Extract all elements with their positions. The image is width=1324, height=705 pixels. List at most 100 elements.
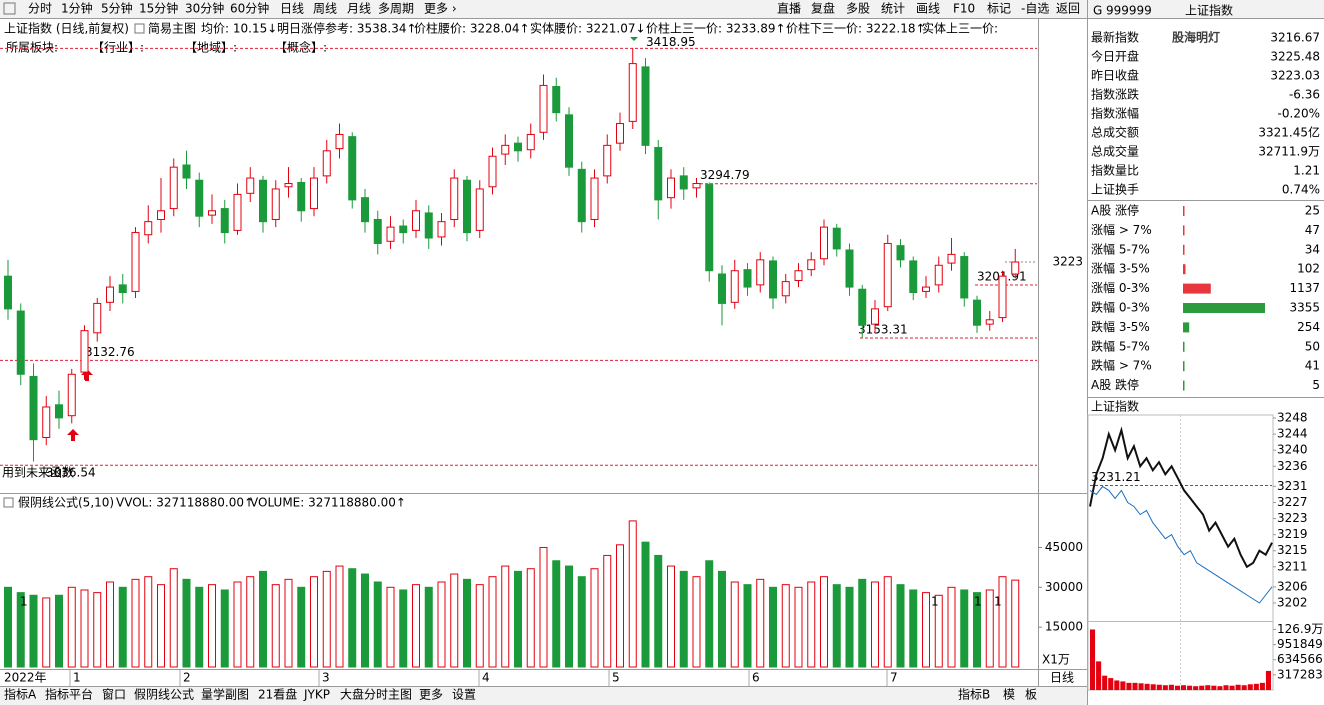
tabbar-bg [0,686,1087,705]
info-item: 明日涨停参考: 3538.34↑ [277,21,417,36]
mini-volume-bar [1174,685,1180,690]
mini-volume-bar [1156,684,1162,690]
breadth-bar [1183,361,1185,372]
breadth-label: 跌幅 5-7% [1091,338,1150,353]
volume-bar [55,594,63,668]
tool-button[interactable]: 直播 [777,2,801,16]
candle-body [590,177,599,220]
volume-icon[interactable] [3,497,14,508]
breadth-count: 254 [1297,320,1320,334]
level-label: 3418.95 [646,35,696,49]
candle-body [845,249,854,288]
period-tab[interactable]: 60分钟 [230,1,269,16]
bottom-tab[interactable]: 窗口 [102,688,126,702]
bottom-tab[interactable]: JYKP [303,688,330,702]
mini-volume-bar [1223,685,1229,690]
candle-body [1011,261,1020,275]
mini-tick-label: 3240 [1277,443,1308,457]
volume-bar [514,570,522,668]
volume-bar [794,586,803,668]
breadth-label: 跌幅 0-3% [1091,300,1150,315]
tool-button[interactable]: 画线 [916,2,940,16]
period-tab[interactable]: 30分钟 [185,1,224,16]
bottom-tab[interactable]: 模 [1003,688,1015,702]
period-tab[interactable]: 1分钟 [61,1,93,16]
candle-body [144,221,153,236]
candle-body [730,270,739,303]
volume-bar [922,592,930,668]
breadth-bar [1183,380,1185,391]
quote-value: 0.74% [1282,183,1320,197]
period-tab[interactable]: 分时 [28,2,52,16]
info-item: 价柱腰价: 3228.04↑ [414,21,530,36]
mini-volume-bar [1187,685,1193,690]
mini-tick-label: 3219 [1277,527,1308,541]
tool-button[interactable]: -自选 [1021,2,1049,16]
tool-button[interactable]: 多股 [846,2,870,16]
bottom-tab[interactable]: 假阴线公式 [134,688,194,702]
bottom-tab[interactable]: 更多 [419,688,443,702]
volume-unit: X1万 [1042,653,1070,667]
volume-bar [577,576,586,668]
month-label: 1 [73,671,81,685]
tool-button[interactable]: 返回 [1056,2,1080,16]
mini-tick-label: 3202 [1277,596,1308,610]
period-tab[interactable]: 更多 › [424,2,457,16]
mini-volume-bar [1096,661,1102,690]
watermark: 股海明灯 [1172,30,1220,45]
bottom-tab[interactable]: 大盘分时主图 [340,687,412,702]
period-tab[interactable]: 5分钟 [101,1,133,16]
bottom-tab[interactable]: 指标B [958,687,990,702]
volume-flag: 1 [994,595,1002,609]
breadth-label: 跌幅 3-5% [1091,319,1150,334]
mini-line [1089,426,1273,569]
period-tab[interactable]: 月线 [347,2,371,16]
volume-bar [679,570,688,668]
candle-body [641,66,650,146]
breadth-label: A股 跌停 [1091,377,1139,392]
period-tab[interactable]: 15分钟 [139,1,178,16]
candle-body [552,85,561,114]
bottom-tab[interactable]: 设置 [452,688,476,702]
candle-body [373,218,382,244]
quote-label: 最新指数 [1091,30,1139,45]
mini-volume-label: 126.9万 [1277,622,1323,636]
quote-label: 昨日收盘 [1091,68,1139,83]
bottom-tab[interactable]: 21看盘 [258,687,297,702]
month-label: 6 [752,671,760,685]
tool-button[interactable]: 标记 [987,2,1011,16]
breadth-bar [1183,341,1185,352]
period-tab[interactable]: 日线 [280,2,304,16]
panel-icon[interactable] [3,2,16,15]
candle-body [667,177,675,199]
volume-bar [475,584,484,668]
bottom-tab[interactable]: 量学副图 [201,687,249,702]
period-tab[interactable]: 周线 [313,2,337,16]
candle-body [565,114,573,168]
quote-code: 999999 [1106,4,1152,18]
month-label: 7 [890,671,898,685]
info-item: 均价: 10.15↓ [201,22,277,36]
candle-body [807,259,816,271]
tool-button[interactable]: 复盘 [811,1,835,16]
quote-value: 3223.03 [1270,69,1320,83]
mini-volume-bar [1211,685,1217,690]
volume-indicator: VVOL: 327118880.00↑ [116,496,254,510]
candle-body [412,210,420,231]
period-tab[interactable]: 多周期 [378,2,414,16]
volume-bar [399,589,408,668]
candle-body [106,286,114,303]
candle-body [67,373,76,417]
mini-volume-bar [1168,684,1174,690]
candle-body [29,375,38,441]
volume-bar [93,592,102,668]
bottom-tab[interactable]: 板 [1025,688,1037,702]
breadth-count: 3355 [1289,301,1320,315]
breadth-count: 34 [1305,242,1320,256]
tool-button[interactable]: 统计 [881,2,905,16]
checkbox[interactable] [134,23,145,34]
bottom-tab[interactable]: 指标A [4,687,37,702]
breadth-label: 涨幅 5-7% [1091,241,1150,256]
bottom-tab[interactable]: 指标平台 [45,687,93,702]
tool-button[interactable]: F10 [953,2,975,16]
